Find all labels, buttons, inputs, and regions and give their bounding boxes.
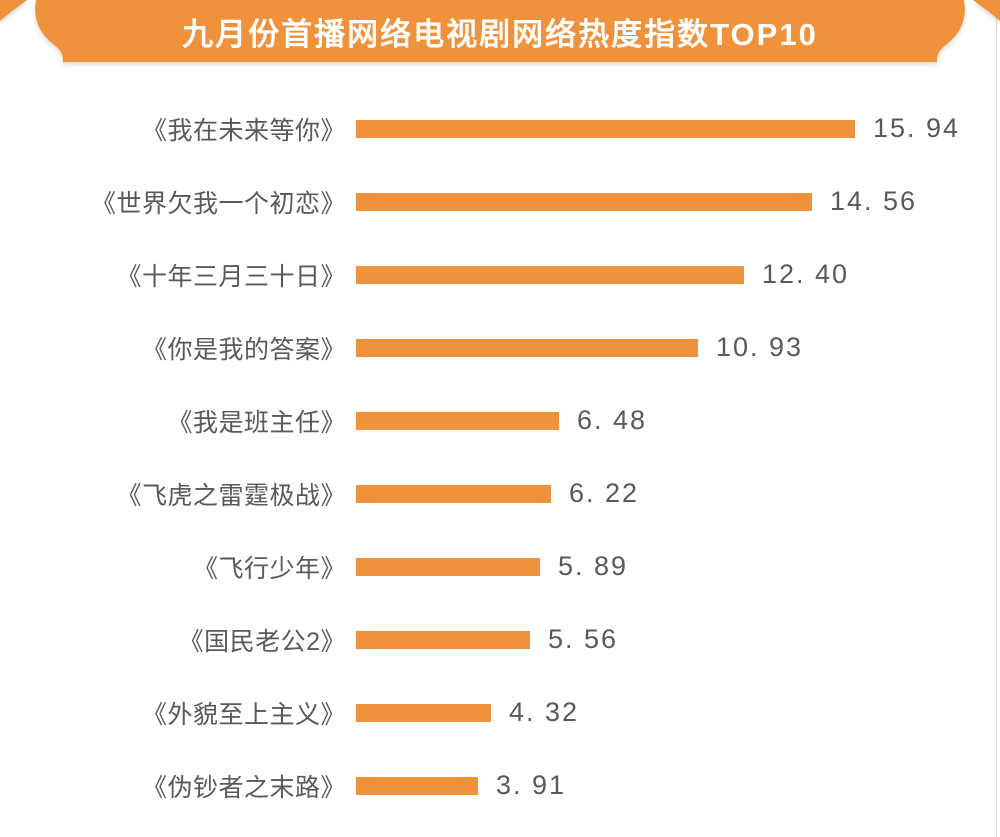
bar <box>356 338 698 357</box>
table-row: 《我是班主任》 6. 48 <box>0 384 1000 457</box>
value-label: 10. 93 <box>716 332 804 362</box>
series-label: 《外貌至上主义》 <box>141 700 346 729</box>
series-label: 《飞虎之雷霆极战》 <box>116 481 346 510</box>
series-label: 《我在未来等你》 <box>141 116 346 145</box>
table-row: 《伪钞者之末路》 3. 91 <box>0 749 1000 822</box>
series-label: 《世界欠我一个初恋》 <box>90 189 346 218</box>
value-label: 4. 32 <box>509 697 580 727</box>
table-row: 《世界欠我一个初恋》 14. 56 <box>0 165 1000 238</box>
value-label: 5. 56 <box>548 624 619 654</box>
table-row: 《你是我的答案》 10. 93 <box>0 311 1000 384</box>
table-row: 《飞虎之雷霆极战》 6. 22 <box>0 457 1000 530</box>
banner-right-wedge <box>973 0 1000 21</box>
title-banner: 九月份首播网络电视剧网络热度指数TOP10 <box>0 0 1000 80</box>
value-label: 14. 56 <box>830 186 918 216</box>
table-row: 《外貌至上主义》 4. 32 <box>0 676 1000 749</box>
series-label: 《我是班主任》 <box>167 408 346 437</box>
bar <box>356 119 855 138</box>
bar <box>356 484 551 503</box>
bar <box>356 703 491 722</box>
bar <box>356 265 744 284</box>
banner-body <box>35 0 965 62</box>
value-label: 5. 89 <box>558 551 629 581</box>
value-label: 12. 40 <box>762 259 850 289</box>
table-row: 《飞行少年》 5. 89 <box>0 530 1000 603</box>
bar <box>356 411 559 430</box>
banner-ribbon-shape <box>0 0 1000 62</box>
bar <box>356 630 530 649</box>
bar <box>356 192 812 211</box>
bar <box>356 557 540 576</box>
value-label: 6. 48 <box>577 405 648 435</box>
value-label: 15. 94 <box>873 113 961 143</box>
series-label: 《伪钞者之末路》 <box>141 773 346 802</box>
bar-rows: 《我在未来等你》 15. 94 《世界欠我一个初恋》 14. 56 《十年三月三… <box>0 92 1000 822</box>
series-label: 《你是我的答案》 <box>141 335 346 364</box>
table-row: 《国民老公2》 5. 56 <box>0 603 1000 676</box>
series-label: 《飞行少年》 <box>192 554 346 583</box>
series-label: 《国民老公2》 <box>178 627 346 656</box>
banner-left-wedge <box>0 0 27 21</box>
series-label: 《十年三月三十日》 <box>116 262 346 291</box>
bar <box>356 776 478 795</box>
table-row: 《十年三月三十日》 12. 40 <box>0 238 1000 311</box>
value-label: 6. 22 <box>569 478 640 508</box>
table-row: 《我在未来等你》 15. 94 <box>0 92 1000 165</box>
right-edge-line <box>996 0 997 837</box>
value-label: 3. 91 <box>496 770 567 800</box>
chart-title: 九月份首播网络电视剧网络热度指数TOP10 <box>182 16 818 52</box>
